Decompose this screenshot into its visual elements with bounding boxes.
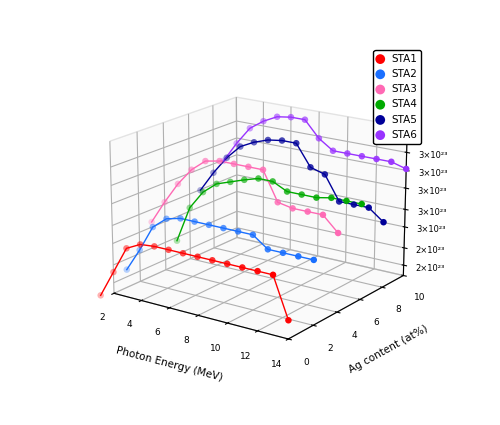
Legend: STA1, STA2, STA3, STA4, STA5, STA6: STA1, STA2, STA3, STA4, STA5, STA6 bbox=[374, 50, 421, 144]
Y-axis label: Ag content (at%): Ag content (at%) bbox=[347, 323, 430, 375]
X-axis label: Photon Energy (MeV): Photon Energy (MeV) bbox=[115, 345, 224, 382]
